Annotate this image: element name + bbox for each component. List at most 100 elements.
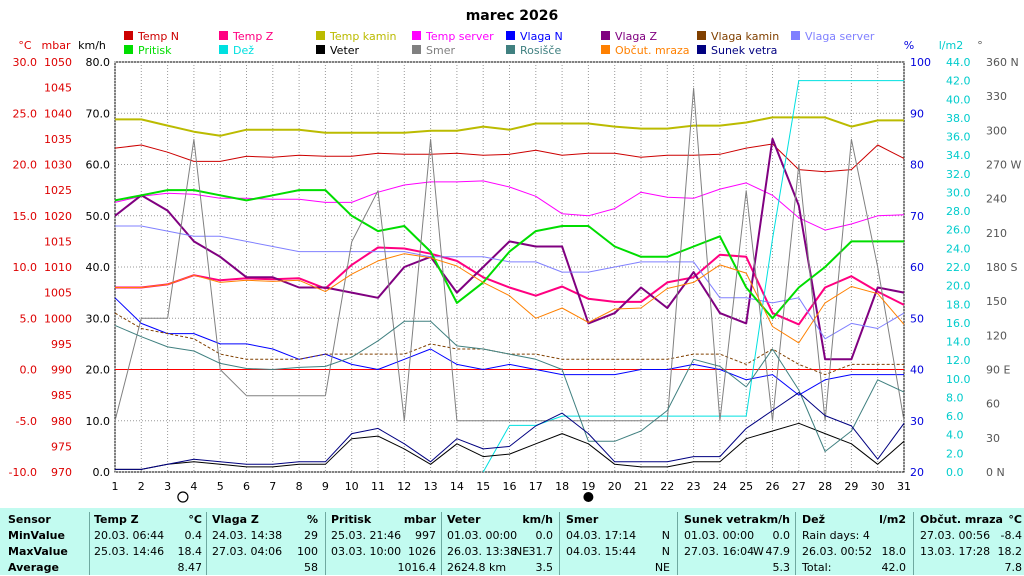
- legend-swatch: [791, 31, 800, 40]
- rain-tick-label: 26.0: [946, 224, 971, 237]
- x-tick-label: 16: [503, 480, 517, 493]
- stat-min-value: N: [661, 529, 670, 542]
- pressure-tick-label: 970: [51, 466, 72, 479]
- humidity-tick-label: 100: [910, 56, 931, 69]
- stat-name: Vlaga Z: [212, 513, 259, 526]
- rain-tick-label: 18.0: [946, 298, 971, 311]
- chart-area: 1 2 3 4 5 6 7 8 9 10 11 12 13 14 15 16 17 18 19 20 21 22 23 24 2…: [9, 8, 1021, 503]
- x-tick-label: 12: [397, 480, 411, 493]
- stat-label-min: MinValue: [8, 529, 65, 542]
- stat-avg-value: 8.47: [177, 561, 203, 574]
- stat-rain-days: Rain days: 4: [802, 529, 870, 542]
- stat-total-value: 42.0: [881, 561, 907, 574]
- x-tick-label: 2: [138, 480, 145, 493]
- stats-separator: [89, 512, 90, 575]
- rain-tick-label: 6.0: [946, 410, 964, 423]
- temp-tick-label: -5.0: [16, 415, 37, 428]
- legend-label: Smer: [426, 44, 455, 57]
- rain-tick-label: 36.0: [946, 131, 971, 144]
- x-tick-label: 4: [190, 480, 197, 493]
- legend-label: Vlaga server: [805, 30, 875, 43]
- wind-tick-label: 80.0: [86, 56, 111, 69]
- series-line-vlaga-n: [114, 297, 904, 396]
- x-tick-label: 5: [217, 480, 224, 493]
- stat-avg-value: 3.5: [535, 561, 554, 574]
- pressure-tick-label: 1010: [44, 261, 72, 274]
- legend-swatch: [316, 45, 325, 54]
- legend-swatch: [219, 45, 228, 54]
- legend-swatch: [316, 31, 325, 40]
- pressure-tick-label: 985: [51, 389, 72, 402]
- direction-tick-label: 360 N: [986, 56, 1019, 69]
- humidity-tick-label: 50: [910, 312, 924, 325]
- stats-separator: [913, 512, 914, 575]
- humidity-tick-label: 70: [910, 210, 924, 223]
- rain-tick-label: 42.0: [946, 75, 971, 88]
- wind-tick-label: 20.0: [86, 364, 111, 377]
- stat-unit: km/h: [759, 513, 790, 526]
- pressure-tick-label: 1045: [44, 82, 72, 95]
- stat-min-value: -8.4: [1000, 529, 1022, 542]
- temp-tick-label: -10.0: [9, 466, 37, 479]
- stats-separator: [559, 512, 560, 575]
- x-tick-label: 14: [450, 480, 464, 493]
- stat-min-time: 01.03. 00:00: [684, 529, 755, 542]
- stat-label-sensor: Sensor: [8, 513, 51, 526]
- stat-max-value: 100: [297, 545, 318, 558]
- stat-unit: l/m2: [879, 513, 906, 526]
- stat-name: Občut. mraza: [920, 513, 1003, 526]
- temp-tick-label: 25.0: [13, 107, 38, 120]
- stats-separator: [677, 512, 678, 575]
- stat-min-time: 20.03. 06:44: [94, 529, 165, 542]
- rain-tick-label: 12.0: [946, 354, 971, 367]
- stat-max-value: 47.9: [765, 545, 791, 558]
- stat-avg-value: 1016.4: [397, 561, 437, 574]
- series-line-ob-ut-mraza: [115, 253, 905, 344]
- rain-tick-label: 20.0: [946, 280, 971, 293]
- rain-tick-label: 34.0: [946, 149, 971, 162]
- full-moon-marker: [583, 492, 594, 502]
- wind-tick-label: 40.0: [86, 261, 111, 274]
- x-tick-label: 19: [581, 480, 595, 493]
- legend-label: Pritisk: [138, 44, 172, 57]
- direction-tick-label: 120: [986, 329, 1007, 342]
- x-tick-label: 20: [608, 480, 622, 493]
- rain-tick-label: 16.0: [946, 317, 971, 330]
- legend-label: Sunek vetra: [711, 44, 777, 57]
- series-line-vlaga-server: [115, 225, 905, 340]
- stat-max-time: 03.03. 10:00: [331, 545, 402, 558]
- temp-tick-label: 20.0: [13, 159, 38, 172]
- stats-separator: [325, 512, 326, 575]
- stat-name: Dež: [802, 513, 825, 526]
- x-tick-label: 31: [897, 480, 911, 493]
- legend-label: Občut. mraza: [615, 44, 689, 57]
- x-tick-label: 7: [269, 480, 276, 493]
- x-tick-label: 24: [713, 480, 727, 493]
- x-tick-label: 9: [322, 480, 329, 493]
- x-tick-label: 1: [112, 480, 119, 493]
- stat-name: Sunek vetra: [684, 513, 759, 526]
- legend-swatch: [412, 31, 421, 40]
- legend-swatch: [412, 45, 421, 54]
- legend-swatch: [124, 45, 133, 54]
- pressure-tick-label: 1020: [44, 210, 72, 223]
- stat-block-smer: Smer 04.03. 17:14 N 04.03. 15:44 N NE: [566, 512, 670, 575]
- humidity-tick-label: 60: [910, 261, 924, 274]
- legend-swatch: [697, 45, 706, 54]
- legend-label: Dež: [233, 44, 254, 57]
- x-tick-label: 21: [634, 480, 648, 493]
- direction-tick-label: 300: [986, 124, 1007, 137]
- humidity-tick-label: 90: [910, 107, 924, 120]
- wind-tick-label: 70.0: [86, 107, 111, 120]
- stat-max-direction: W: [753, 545, 764, 558]
- stat-avg-value: 5.3: [772, 561, 791, 574]
- temp-tick-label: 0.0: [20, 364, 38, 377]
- x-tick-label: 18: [555, 480, 569, 493]
- series-line-rosi-e: [114, 320, 905, 452]
- stats-separator: [441, 512, 442, 575]
- rain-tick-label: 14.0: [946, 336, 971, 349]
- stat-max-time: 27.03. 16:04: [684, 545, 755, 558]
- pressure-tick-label: 1035: [44, 133, 72, 146]
- direction-tick-label: 270 W: [986, 159, 1021, 172]
- stat-min-time: 04.03. 17:14: [566, 529, 637, 542]
